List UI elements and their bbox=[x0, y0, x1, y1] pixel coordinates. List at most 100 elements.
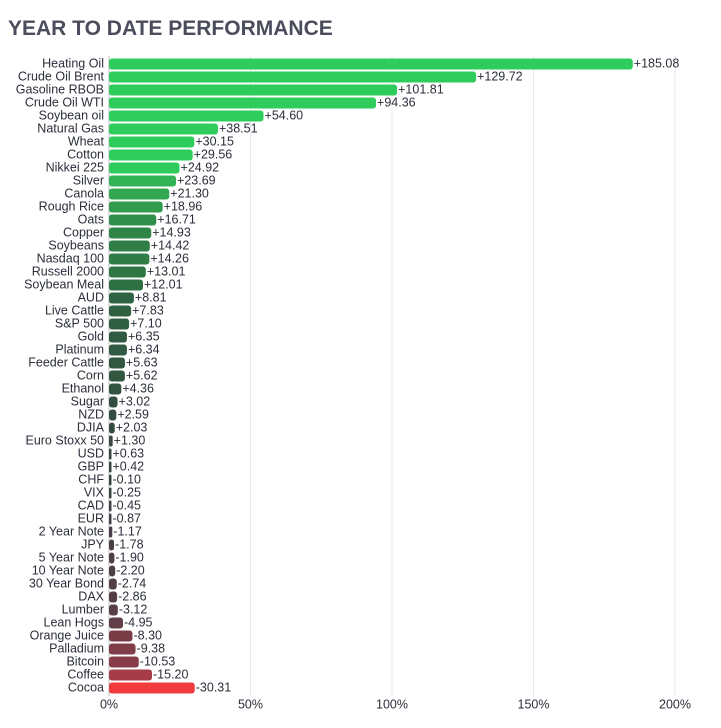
bar bbox=[109, 500, 112, 512]
x-tick-label: 100% bbox=[376, 697, 408, 711]
category-label: Lumber bbox=[62, 602, 104, 616]
bar bbox=[109, 656, 139, 668]
bar bbox=[109, 344, 127, 356]
category-label: Soybeans bbox=[48, 238, 104, 252]
value-label: +7.10 bbox=[130, 316, 162, 330]
value-label: -15.20 bbox=[153, 667, 188, 681]
value-label: +23.69 bbox=[177, 173, 216, 187]
category-label: Copper bbox=[63, 225, 104, 239]
value-label: -2.86 bbox=[118, 589, 147, 603]
value-label: +7.83 bbox=[132, 303, 164, 317]
category-label: Wheat bbox=[68, 134, 105, 148]
category-label: Euro Stoxx 50 bbox=[25, 433, 104, 447]
bar bbox=[109, 461, 112, 473]
bar bbox=[109, 591, 118, 603]
value-label: -1.78 bbox=[115, 537, 144, 551]
value-label: +6.35 bbox=[128, 329, 160, 343]
bar bbox=[109, 331, 127, 343]
value-label: -0.25 bbox=[113, 485, 142, 499]
category-label: Russell 2000 bbox=[32, 264, 104, 278]
bar bbox=[109, 357, 125, 369]
value-label: -30.31 bbox=[196, 680, 231, 694]
category-label: Oats bbox=[78, 212, 104, 226]
bar bbox=[109, 409, 117, 421]
category-label: 10 Year Note bbox=[32, 563, 104, 577]
bar bbox=[109, 422, 115, 434]
bar bbox=[109, 318, 130, 330]
category-label: Rough Rice bbox=[39, 199, 104, 213]
bar bbox=[109, 487, 112, 499]
bar bbox=[109, 643, 136, 655]
category-label: Gold bbox=[78, 329, 104, 343]
bar bbox=[109, 266, 146, 278]
category-label: S&P 500 bbox=[55, 316, 104, 330]
category-label: AUD bbox=[78, 290, 104, 304]
bar bbox=[109, 604, 118, 616]
category-label: Coffee bbox=[67, 667, 104, 681]
category-label: Live Cattle bbox=[45, 303, 104, 317]
value-label: +54.60 bbox=[265, 108, 304, 122]
category-label: Natural Gas bbox=[37, 121, 104, 135]
category-label: Soybean Meal bbox=[24, 277, 104, 291]
category-label: Feeder Cattle bbox=[28, 355, 104, 369]
value-label: +29.56 bbox=[194, 147, 233, 161]
value-label: -8.30 bbox=[133, 628, 162, 642]
bar bbox=[109, 175, 177, 187]
value-label: -1.17 bbox=[113, 524, 142, 538]
value-label: +185.08 bbox=[634, 56, 680, 70]
category-label: Gasoline RBOB bbox=[16, 82, 104, 96]
category-label: 30 Year Bond bbox=[29, 576, 104, 590]
bar bbox=[109, 448, 112, 460]
value-label: +24.92 bbox=[181, 160, 220, 174]
bar bbox=[109, 617, 124, 629]
value-label: +6.34 bbox=[128, 342, 160, 356]
value-label: +12.01 bbox=[144, 277, 183, 291]
bar bbox=[109, 123, 218, 135]
category-label: Palladium bbox=[49, 641, 104, 655]
value-label: +5.63 bbox=[126, 355, 158, 369]
value-label: +129.72 bbox=[477, 69, 523, 83]
value-label: -0.87 bbox=[113, 511, 142, 525]
value-label: +38.51 bbox=[219, 121, 258, 135]
category-label: Corn bbox=[77, 368, 104, 382]
bar bbox=[109, 526, 113, 538]
category-label: Cotton bbox=[67, 147, 104, 161]
value-label: +1.30 bbox=[114, 433, 146, 447]
bar bbox=[109, 162, 180, 174]
value-label: +8.81 bbox=[135, 290, 167, 304]
value-label: -4.95 bbox=[124, 615, 153, 629]
category-label: Bitcoin bbox=[66, 654, 104, 668]
category-label: Platinum bbox=[55, 342, 104, 356]
chart-title: YEAR TO DATE PERFORMANCE bbox=[8, 17, 333, 40]
value-label: +16.71 bbox=[157, 212, 196, 226]
category-label: Crude Oil Brent bbox=[18, 69, 105, 83]
bar bbox=[109, 292, 134, 304]
category-label: Canola bbox=[64, 186, 104, 200]
category-label: NZD bbox=[78, 407, 104, 421]
category-label: USD bbox=[78, 446, 104, 460]
category-label: JPY bbox=[81, 537, 105, 551]
bar bbox=[109, 435, 113, 447]
x-tick-label: 0% bbox=[100, 697, 118, 711]
value-label: -0.45 bbox=[113, 498, 142, 512]
category-label: Sugar bbox=[71, 394, 104, 408]
value-label: +30.15 bbox=[195, 134, 234, 148]
bar bbox=[109, 136, 195, 148]
value-label: +3.02 bbox=[119, 394, 151, 408]
bar bbox=[109, 240, 150, 252]
value-label: +0.63 bbox=[113, 446, 145, 460]
category-label: Nasdaq 100 bbox=[37, 251, 104, 265]
category-label: Cocoa bbox=[68, 680, 104, 694]
category-label: EUR bbox=[78, 511, 104, 525]
bar bbox=[109, 227, 152, 239]
x-tick-label: 200% bbox=[659, 697, 691, 711]
category-label: Soybean oil bbox=[39, 108, 104, 122]
category-label: CAD bbox=[78, 498, 104, 512]
value-label: -2.20 bbox=[116, 563, 145, 577]
category-label: 2 Year Note bbox=[39, 524, 104, 538]
category-label: Heating Oil bbox=[42, 56, 104, 70]
value-label: +14.26 bbox=[150, 251, 189, 265]
category-label: DJIA bbox=[77, 420, 105, 434]
value-label: +13.01 bbox=[147, 264, 186, 278]
